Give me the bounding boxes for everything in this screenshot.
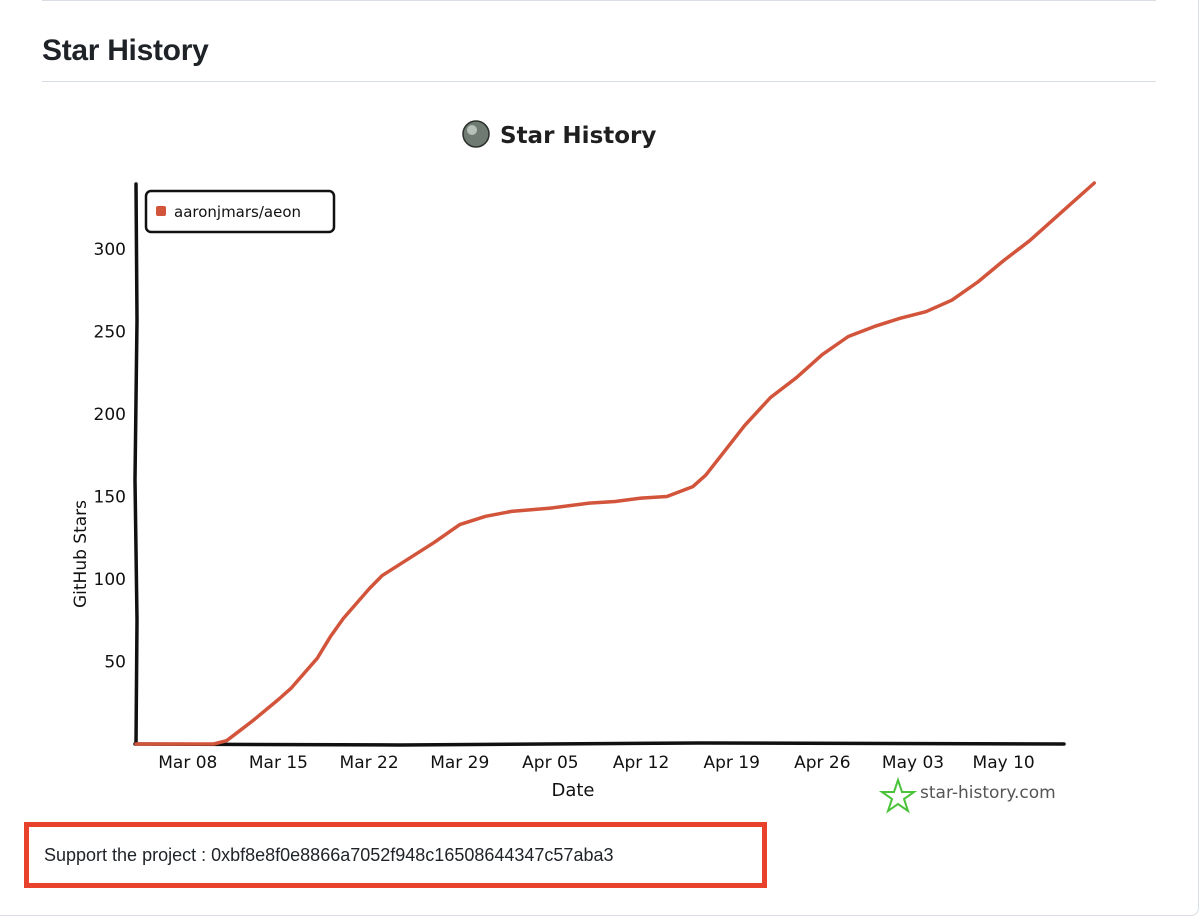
y-axis: [133, 182, 139, 746]
watermark-text: star-history.com: [920, 783, 1056, 803]
repo-avatar-icon: [462, 120, 490, 148]
support-banner: Support the project : 0xbf8e8f0e8866a705…: [24, 822, 767, 888]
x-tick-label: Apr 19: [703, 753, 759, 773]
x-tick-label: Mar 15: [249, 753, 308, 773]
x-tick-label: Apr 12: [613, 753, 669, 773]
x-tick-label: Mar 08: [158, 753, 217, 773]
top-divider: [42, 0, 1156, 1]
x-tick-label: Mar 29: [430, 753, 489, 773]
x-axis-label: Date: [551, 780, 594, 801]
watermark[interactable]: star-history.com: [878, 776, 1056, 814]
y-tick-label: 150: [94, 488, 126, 508]
support-text[interactable]: Support the project : 0xbf8e8f0e8866a705…: [44, 844, 614, 865]
x-tick-label: May 03: [882, 753, 944, 773]
section-heading: Star History: [42, 34, 209, 67]
y-tick-label: 300: [94, 240, 126, 260]
x-tick-labels: Mar 08 Mar 15 Mar 22 Mar 29 Apr 05 Apr 12 Apr …: [158, 753, 1035, 773]
y-axis-label: GitHub Stars: [71, 500, 91, 608]
y-tick-labels: 50 100 150 200 250 300: [94, 240, 126, 673]
y-tick-label: 100: [94, 570, 126, 590]
series-line-aaronjmars-aeon: [134, 181, 1097, 746]
y-tick-label: 50: [104, 653, 126, 673]
x-tick-label: May 10: [973, 753, 1035, 773]
y-tick-label: 200: [94, 405, 126, 425]
x-tick-label: Apr 05: [522, 753, 578, 773]
legend-entry: aaronjmars/aeon: [174, 203, 301, 221]
x-axis: [133, 741, 1066, 747]
star-outline-icon: [878, 776, 918, 814]
legend-swatch: [156, 206, 166, 216]
chart-legend: aaronjmars/aeon: [144, 189, 336, 234]
x-tick-label: Apr 26: [794, 753, 850, 773]
chart-title-text: Star History: [500, 123, 656, 149]
heading-divider: [42, 81, 1156, 82]
y-tick-label: 250: [94, 323, 126, 343]
legend-box: [144, 189, 336, 234]
chart-title: Star History: [462, 120, 656, 149]
x-tick-label: Mar 22: [340, 753, 399, 773]
